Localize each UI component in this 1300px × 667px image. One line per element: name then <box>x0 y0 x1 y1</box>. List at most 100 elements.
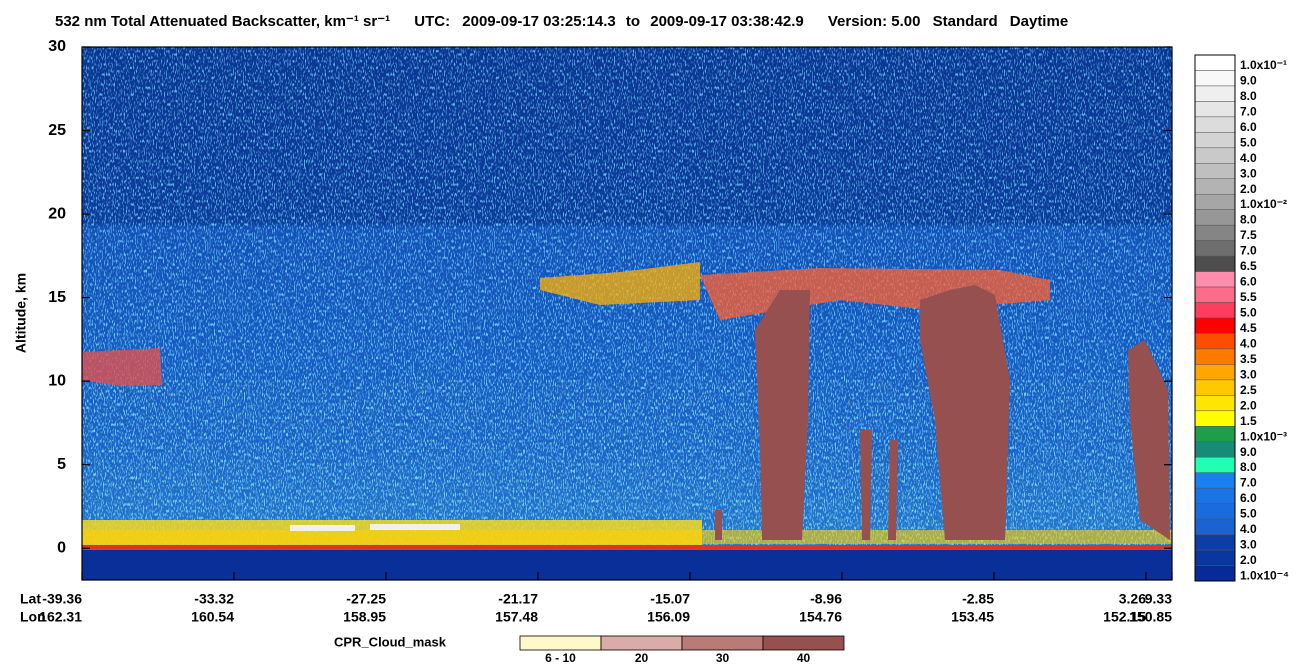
y-tick-label: 20 <box>48 205 66 222</box>
lat-tick-label: -21.17 <box>498 591 538 607</box>
colorbar-label: 1.0x10⁻⁴ <box>1240 569 1289 583</box>
colorbar-label: 2.0 <box>1240 182 1257 196</box>
colorbar-band <box>1194 565 1236 582</box>
lon-tick-label: 153.45 <box>951 609 994 625</box>
cpr-legend-box <box>519 635 602 651</box>
colorbar-band <box>1194 302 1236 319</box>
colorbar-band <box>1194 271 1236 288</box>
subsurface <box>82 550 1172 580</box>
cpr-cloud <box>920 285 1010 540</box>
colorbar-label: 2.5 <box>1240 383 1257 397</box>
start-time: 2009-09-17 03:25:14.3 <box>462 13 615 30</box>
utc-label: UTC: <box>414 13 450 30</box>
lat-tick-label: -2.85 <box>962 591 994 607</box>
colorbar-band <box>1194 70 1236 87</box>
lat-tick-label: -15.07 <box>650 591 690 607</box>
colorbar-band <box>1194 85 1236 102</box>
colorbar-band <box>1194 503 1236 520</box>
colorbar-band <box>1194 348 1236 365</box>
colorbar-band <box>1194 147 1236 164</box>
y-axis-label: Altitude, km <box>13 273 29 353</box>
y-tick-label: 30 <box>48 38 66 55</box>
to-label: to <box>626 13 640 30</box>
cloud-low <box>370 524 460 530</box>
colorbar-label: 3.5 <box>1240 352 1257 366</box>
colorbar-band <box>1194 178 1236 195</box>
cpr-legend-title: CPR_Cloud_mask <box>334 634 447 649</box>
colorbar-band <box>1194 240 1236 257</box>
cpr-legend-label: 30 <box>716 651 730 665</box>
colorbar-label: 6.0 <box>1240 120 1257 134</box>
version: Version: 5.00 <box>828 13 921 30</box>
backscatter-image <box>82 47 1172 580</box>
lat-tick-label: 9.33 <box>1145 591 1172 607</box>
colorbar-band <box>1194 472 1236 489</box>
colorbar-band <box>1194 441 1236 458</box>
title: 532 nm Total Attenuated Backscatter, km⁻… <box>55 13 390 30</box>
colorbar-label: 1.0x10⁻² <box>1240 197 1287 211</box>
colorbar-label: 7.0 <box>1240 104 1257 118</box>
lon-tick-label: 160.54 <box>191 609 234 625</box>
cpr-legend-label: 20 <box>635 651 649 665</box>
colorbar-band <box>1194 426 1236 443</box>
colorbar-label: 4.5 <box>1240 321 1257 335</box>
colorbar-band <box>1194 209 1236 226</box>
product: Standard <box>933 13 998 30</box>
lon-tick-label: 152.15 <box>1103 609 1146 625</box>
colorbar-label: 1.0x10⁻³ <box>1240 429 1287 443</box>
colorbar-label: 4.0 <box>1240 522 1257 536</box>
y-tick-label: 0 <box>57 539 66 556</box>
colorbar-label: 5.0 <box>1240 135 1257 149</box>
colorbar-label: 7.0 <box>1240 476 1257 490</box>
aerosol-layer <box>82 348 162 386</box>
colorbar-label: 9.0 <box>1240 73 1257 87</box>
colorbar-band <box>1194 379 1236 396</box>
lat-tick-label: 3.26 <box>1119 591 1146 607</box>
day-night: Daytime <box>1010 13 1068 30</box>
cpr-legend-box <box>600 635 683 651</box>
colorbar-band <box>1194 101 1236 118</box>
cirrus <box>540 262 700 305</box>
cpr-cloud <box>715 430 898 540</box>
colorbar-band <box>1194 333 1236 350</box>
colorbar-label: 6.5 <box>1240 259 1257 273</box>
end-time: 2009-09-17 03:38:42.9 <box>650 13 803 30</box>
colorbar-label: 1.0x10⁻¹ <box>1240 58 1287 72</box>
colorbar-band <box>1194 255 1236 272</box>
colorbar-band <box>1194 456 1236 473</box>
surface <box>82 545 1172 549</box>
lon-label: Lon <box>20 609 46 625</box>
colorbar-label: 8.0 <box>1240 460 1257 474</box>
colorbar-label: 3.0 <box>1240 538 1257 552</box>
colorbar-band <box>1194 518 1236 535</box>
colorbar-label: 9.0 <box>1240 445 1257 459</box>
lon-tick-label: 156.09 <box>647 609 690 625</box>
cpr-legend-label: 6 - 10 <box>545 651 576 665</box>
colorbar-label: 2.0 <box>1240 398 1257 412</box>
lon-tick-label: 154.76 <box>799 609 842 625</box>
colorbar-band <box>1194 132 1236 149</box>
y-tick-label: 10 <box>48 372 66 389</box>
cpr-legend-box <box>681 635 764 651</box>
colorbar-band <box>1194 193 1236 210</box>
colorbar-label: 6.0 <box>1240 491 1257 505</box>
y-tick-label: 5 <box>57 456 66 473</box>
colorbar-label: 1.5 <box>1240 414 1257 428</box>
colorbar-label: 4.0 <box>1240 151 1257 165</box>
colorbar-band <box>1194 549 1236 566</box>
colorbar-label: 5.0 <box>1240 306 1257 320</box>
chart-title: 532 nm Total Attenuated Backscatter, km⁻… <box>55 13 1068 30</box>
colorbar-label: 3.0 <box>1240 166 1257 180</box>
colorbar-band <box>1194 410 1236 427</box>
colorbar-label: 6.0 <box>1240 275 1257 289</box>
colorbar-label: 3.0 <box>1240 367 1257 381</box>
colorbar-band <box>1194 364 1236 381</box>
colorbar-band <box>1194 163 1236 180</box>
colorbar-label: 5.5 <box>1240 290 1257 304</box>
lon-tick-label: 162.31 <box>39 609 82 625</box>
cpr-legend-box <box>762 635 845 651</box>
lat-tick-label: -27.25 <box>346 591 386 607</box>
colorbar-band <box>1194 534 1236 551</box>
colorbar-band <box>1194 54 1236 71</box>
